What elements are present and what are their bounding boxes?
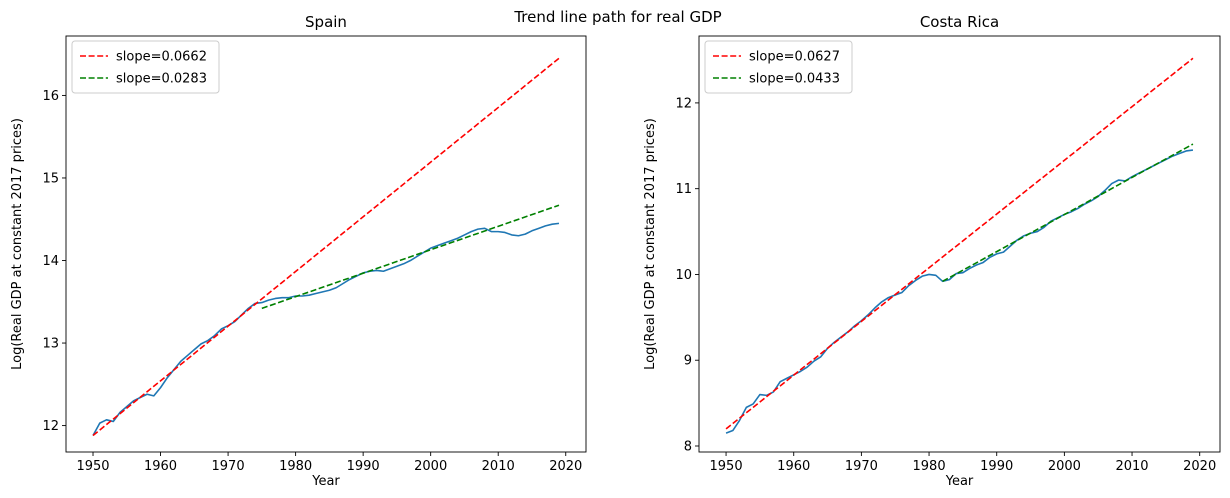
y-tick-label: 10	[675, 268, 692, 283]
legend: slope=0.0662 slope=0.0283	[71, 40, 220, 94]
gdp-series-line	[92, 222, 560, 436]
legend-label: slope=0.0433	[749, 72, 840, 87]
x-tick-label: 1960	[144, 459, 177, 474]
legend-box	[71, 40, 220, 94]
x-tick-label: 2020	[549, 459, 582, 474]
y-tick-label: 16	[42, 89, 59, 104]
trend-line-1	[92, 57, 560, 437]
trend-line-2	[942, 143, 1194, 283]
trend-line-2	[261, 204, 560, 310]
x-tick-label: 1970	[212, 459, 245, 474]
x-tick-label: 1980	[279, 459, 312, 474]
x-tick-label: 1950	[710, 459, 743, 474]
x-tick-label: 2010	[1115, 459, 1148, 474]
x-tick-label: 1990	[980, 459, 1013, 474]
legend-label: slope=0.0283	[116, 72, 207, 87]
y-tick-label: 12	[675, 96, 692, 111]
legend-label: slope=0.0627	[749, 50, 840, 65]
x-tick-label: 1950	[76, 459, 109, 474]
x-tick-label: 2020	[1183, 459, 1216, 474]
y-tick-label: 8	[684, 439, 692, 454]
y-tick-label: 13	[42, 337, 59, 352]
y-tick-label: 12	[42, 419, 59, 434]
figure-suptitle: Trend line path for real GDP	[513, 8, 721, 26]
x-axis-label: Year	[311, 474, 340, 489]
x-tick-label: 1960	[777, 459, 810, 474]
x-tick-label: 2000	[1048, 459, 1081, 474]
chart-title: Costa Rica	[920, 13, 999, 31]
x-axis-label: Year	[945, 474, 974, 489]
legend: slope=0.0627 slope=0.0433	[704, 40, 853, 94]
x-tick-label: 2000	[414, 459, 447, 474]
chart-panel-spain: Spain 1950 1960 1970 1980 1990 2000 2010 2020 12 1…	[10, 13, 587, 489]
y-axis-label: Log(Real GDP at constant 2017 prices)	[10, 118, 25, 370]
legend-label: slope=0.0662	[116, 50, 207, 65]
y-tick-label: 14	[42, 254, 59, 269]
x-tick-label: 1990	[347, 459, 380, 474]
y-axis-label: Log(Real GDP at constant 2017 prices)	[643, 118, 658, 370]
x-tick-label: 1970	[845, 459, 878, 474]
y-tick-label: 11	[675, 182, 692, 197]
y-tick-label: 15	[42, 171, 59, 186]
plot-frame	[698, 35, 1221, 453]
legend-box	[704, 40, 853, 94]
trend-line-1	[725, 57, 1194, 430]
y-tick-label: 9	[684, 354, 692, 369]
x-tick-label: 1980	[913, 459, 946, 474]
x-tick-label: 2010	[482, 459, 515, 474]
chart-panel-costa-rica: Costa Rica 1950 1960 1970 1980 1990 2000 2010 20…	[643, 13, 1221, 489]
gdp-series-line	[725, 149, 1194, 434]
plot-frame	[65, 35, 587, 453]
chart-title: Spain	[305, 13, 347, 31]
